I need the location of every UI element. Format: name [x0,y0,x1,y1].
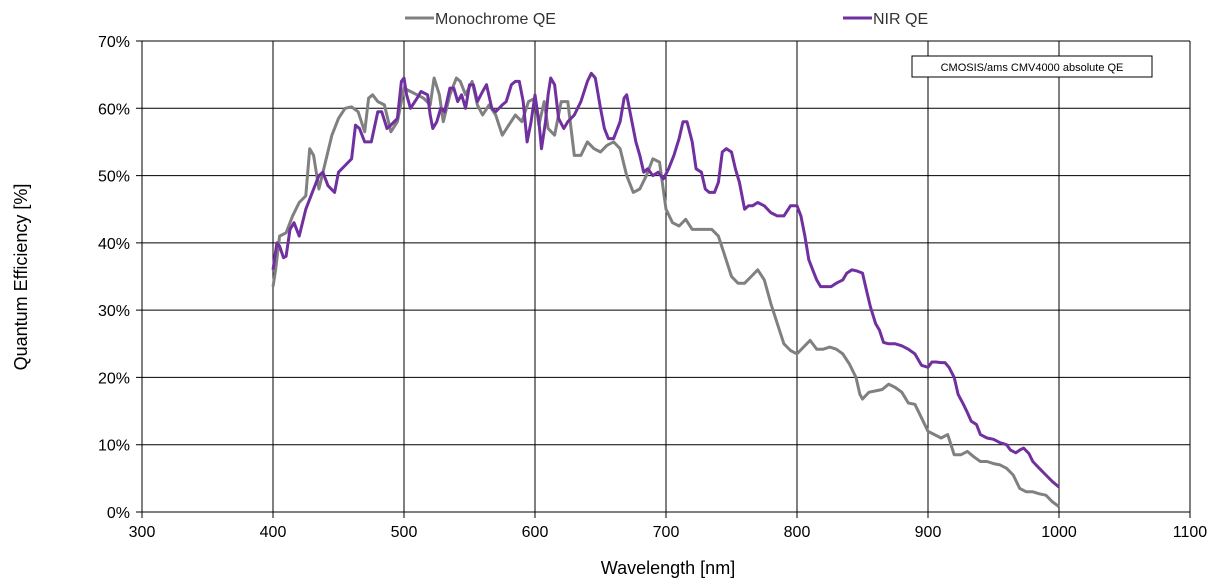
x-tick-labels: 300 400 500 600 700 800 900 1000 1100 [129,524,1208,541]
y-axis-title: Quantum Efficiency [%] [11,184,31,371]
x-tick-label: 400 [260,524,287,541]
x-axis-title: Wavelength [nm] [601,558,735,578]
y-tick-label: 10% [98,438,130,455]
y-tick-label: 40% [98,236,130,253]
y-tick-label: 70% [98,34,130,51]
x-tick-label: 1000 [1041,524,1077,541]
y-tick-label: 20% [98,370,130,387]
x-tick-label: 500 [391,524,418,541]
series-lines [271,71,1060,508]
x-tick-label: 800 [784,524,811,541]
x-tick-label: 900 [915,524,942,541]
grid-lines [136,40,1191,518]
x-tick-label: 700 [653,524,680,541]
x-tick-label: 1100 [1173,524,1208,541]
annotation-box: CMOSIS/ams CMV4000 absolute QE [911,55,1153,78]
y-tick-label: 60% [98,101,130,118]
y-tick-label: 0% [107,505,130,522]
series-line-nir [271,71,1060,489]
legend-label-nir: NIR QE [873,11,928,28]
y-tick-label: 50% [98,169,130,186]
y-tick-labels: 0% 10% 20% 30% 40% 50% 60% 70% [98,34,130,522]
series-line-monochrome [271,76,1060,508]
legend-label-monochrome: Monochrome QE [435,11,556,28]
x-tick-label: 300 [129,524,156,541]
legend: Monochrome QE NIR QE [405,11,928,28]
x-tick-label: 600 [522,524,549,541]
y-tick-label: 30% [98,303,130,320]
annotation-text: CMOSIS/ams CMV4000 absolute QE [941,62,1124,74]
